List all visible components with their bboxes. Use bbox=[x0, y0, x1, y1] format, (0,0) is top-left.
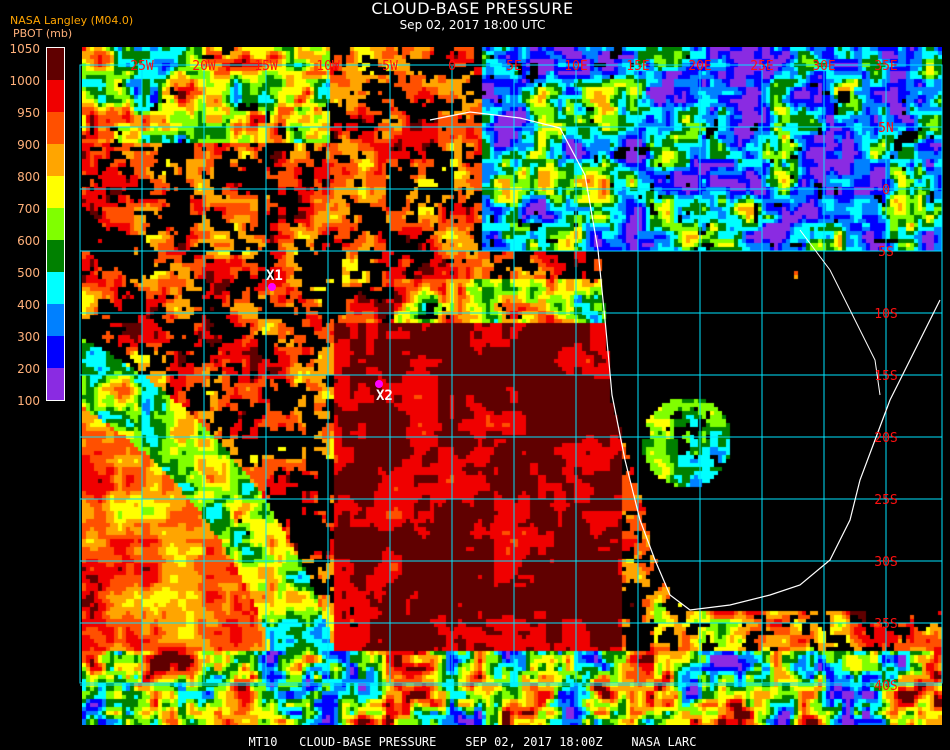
legend-tick-label: 1000 bbox=[9, 74, 40, 88]
latitude-label: 5S bbox=[878, 245, 894, 260]
longitude-label: 30E bbox=[812, 59, 835, 74]
cloud-base-pressure-map bbox=[82, 47, 942, 725]
longitude-label: 10W bbox=[316, 59, 340, 74]
latitude-label: 35S bbox=[874, 617, 897, 632]
longitude-label: 15E bbox=[626, 59, 649, 74]
latitude-label: 15S bbox=[874, 369, 897, 384]
footer-caption: MT10 CLOUD-BASE PRESSURE SEP 02, 2017 18… bbox=[248, 735, 697, 749]
marker-x2-label: X2 bbox=[376, 388, 393, 404]
legend-swatch bbox=[47, 144, 64, 176]
legend-swatch bbox=[47, 176, 64, 208]
legend-tick-label: 200 bbox=[17, 362, 40, 376]
legend-tick-label: 300 bbox=[17, 330, 40, 344]
legend-tick-label: 1050 bbox=[9, 42, 40, 56]
longitude-label: 35E bbox=[874, 59, 897, 74]
legend-swatch bbox=[47, 240, 64, 272]
legend-tick-label: 400 bbox=[17, 298, 40, 312]
longitude-label: 5W bbox=[382, 59, 398, 74]
longitude-label: 10E bbox=[564, 59, 587, 74]
latitude-label: 5N bbox=[878, 121, 894, 136]
latitude-label: 30S bbox=[874, 555, 897, 570]
legend-swatch bbox=[47, 48, 64, 80]
marker-x2 bbox=[375, 380, 383, 388]
longitude-label: 20W bbox=[192, 59, 216, 74]
latitude-label: 25S bbox=[874, 493, 897, 508]
marker-x1-label: X1 bbox=[266, 268, 283, 284]
coastline bbox=[799, 229, 881, 396]
provenance-label: NASA Langley (M04.0) bbox=[10, 14, 134, 27]
legend-swatch bbox=[47, 336, 64, 368]
longitude-label: 25E bbox=[750, 59, 773, 74]
coastline bbox=[429, 111, 941, 611]
legend-tick-label: 950 bbox=[17, 106, 40, 120]
latitude-label: 0 bbox=[882, 183, 890, 198]
longitude-label: 0 bbox=[448, 59, 456, 74]
legend-tick-label: 700 bbox=[17, 202, 40, 216]
latitude-label: 10S bbox=[874, 307, 897, 322]
legend-swatch bbox=[47, 208, 64, 240]
legend-unit-label: PBOT (mb) bbox=[13, 27, 73, 40]
color-scale-bar bbox=[46, 47, 65, 401]
longitude-label: 20E bbox=[688, 59, 711, 74]
legend-tick-label: 500 bbox=[17, 266, 40, 280]
latitude-label: 40S bbox=[874, 679, 897, 694]
longitude-label: 15W bbox=[254, 59, 278, 74]
legend-tick-label: 800 bbox=[17, 170, 40, 184]
legend-tick-label: 100 bbox=[17, 394, 40, 408]
legend-tick-label: 900 bbox=[17, 138, 40, 152]
legend-swatch bbox=[47, 272, 64, 304]
map-title: CLOUD-BASE PRESSURE bbox=[371, 0, 574, 18]
legend-tick-label: 600 bbox=[17, 234, 40, 248]
legend-swatch bbox=[47, 80, 64, 112]
longitude-label: 5E bbox=[506, 59, 522, 74]
longitude-label: 25W bbox=[130, 59, 154, 74]
marker-x1 bbox=[268, 283, 276, 291]
legend-swatch bbox=[47, 368, 64, 400]
latitude-label: 20S bbox=[874, 431, 897, 446]
grid-border bbox=[79, 64, 943, 684]
legend-swatch bbox=[47, 304, 64, 336]
legend-swatch bbox=[47, 112, 64, 144]
map-timestamp: Sep 02, 2017 18:00 UTC bbox=[399, 18, 546, 32]
